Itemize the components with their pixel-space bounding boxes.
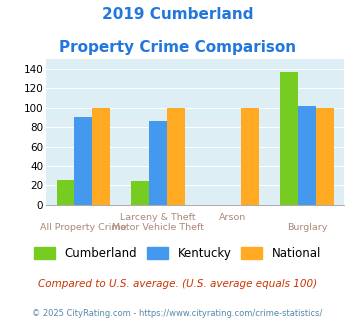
Text: Burglary: Burglary [287,223,327,232]
Text: © 2025 CityRating.com - https://www.cityrating.com/crime-statistics/: © 2025 CityRating.com - https://www.city… [32,309,323,317]
Bar [316,108,334,205]
Bar [149,121,167,205]
Bar [241,108,260,205]
Text: Property Crime Comparison: Property Crime Comparison [59,40,296,54]
Text: Motor Vehicle Theft: Motor Vehicle Theft [112,223,204,232]
Bar [131,182,149,205]
Text: Arson: Arson [219,213,246,222]
Legend: Cumberland, Kentucky, National: Cumberland, Kentucky, National [29,242,326,264]
Bar [92,108,110,205]
Bar [75,117,92,205]
Bar [167,108,185,205]
Text: Compared to U.S. average. (U.S. average equals 100): Compared to U.S. average. (U.S. average … [38,279,317,289]
Bar [56,181,75,205]
Text: 2019 Cumberland: 2019 Cumberland [102,7,253,21]
Text: All Property Crime: All Property Crime [40,223,127,232]
Bar [298,106,316,205]
Bar [280,72,298,205]
Text: Larceny & Theft: Larceny & Theft [120,213,196,222]
